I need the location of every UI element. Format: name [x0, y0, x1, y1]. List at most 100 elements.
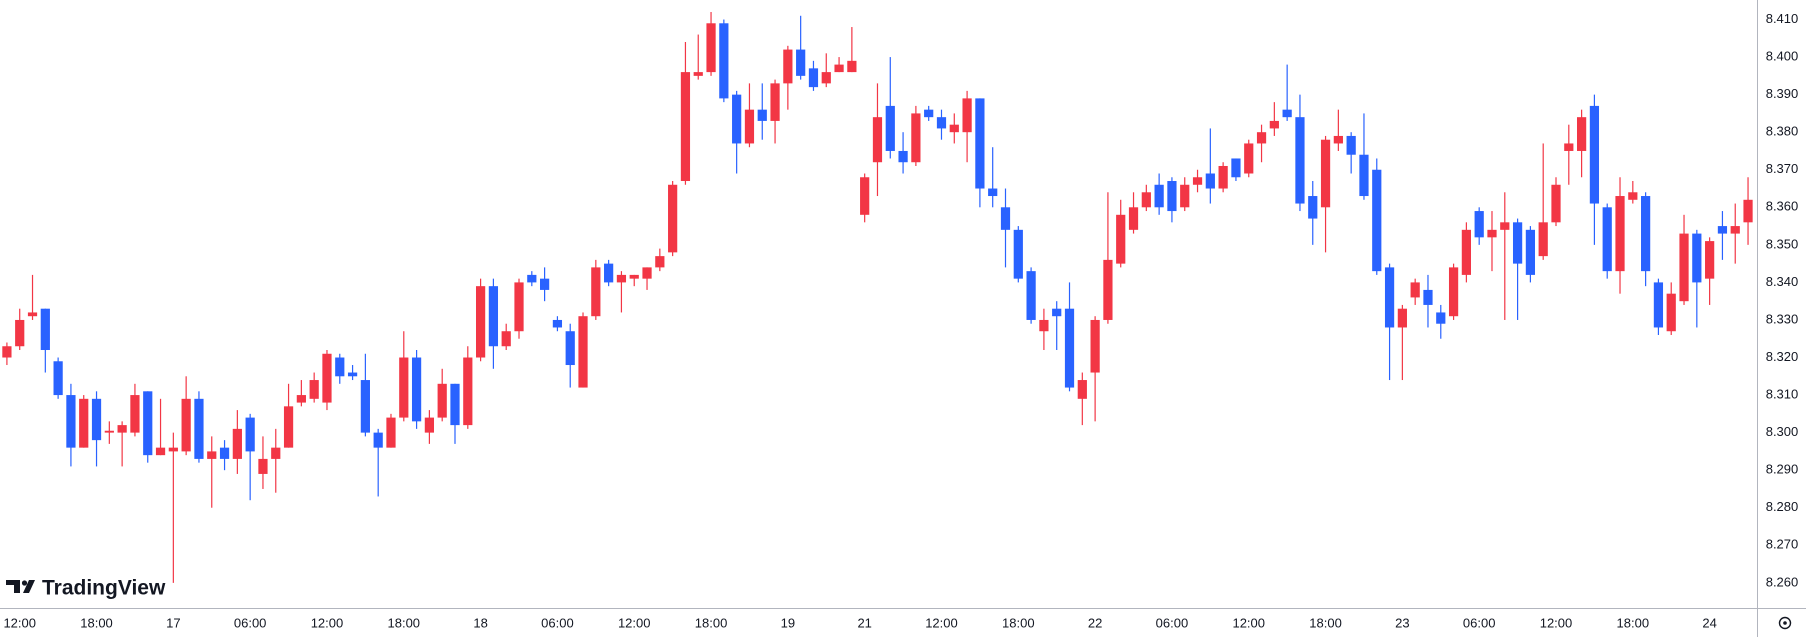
candle-body	[988, 188, 998, 197]
candle-body	[719, 23, 729, 99]
candle-body	[642, 267, 652, 279]
x-tick-label: 12:00	[1540, 615, 1573, 630]
candle-body	[1397, 308, 1407, 328]
candle-body	[27, 312, 38, 317]
y-tick-label: 8.340	[1766, 274, 1799, 289]
candle-body	[1103, 259, 1113, 320]
x-tick-label: 18:00	[388, 615, 421, 630]
candle-body	[271, 447, 281, 459]
settings-ring[interactable]	[1778, 616, 1792, 630]
candle-body	[1116, 214, 1126, 264]
candle-body	[693, 72, 703, 76]
candle-body	[668, 184, 678, 253]
candle-body	[1615, 196, 1625, 272]
candle-body	[79, 398, 89, 448]
candle-body	[936, 117, 947, 129]
y-tick-label: 8.400	[1766, 49, 1799, 64]
y-tick-label: 8.410	[1766, 11, 1799, 26]
candle-body	[924, 109, 934, 118]
candle-body	[283, 406, 294, 448]
candle-body	[872, 117, 883, 163]
candle-body	[488, 286, 499, 347]
candle-body	[757, 109, 767, 121]
candle-body	[898, 150, 908, 163]
candle-body	[1666, 293, 1676, 332]
candle-body	[15, 319, 25, 347]
candle-body	[411, 357, 422, 422]
candle-body	[1026, 271, 1036, 320]
x-tick-label: 12:00	[1232, 615, 1265, 630]
candle-body	[1641, 196, 1651, 272]
y-tick-label: 8.330	[1766, 311, 1799, 326]
x-tick-label: 06:00	[541, 615, 574, 630]
candle-body	[258, 458, 268, 474]
x-tick-label: 19	[781, 615, 795, 630]
candle-body	[962, 98, 972, 133]
candle-body	[1628, 192, 1638, 200]
x-tick-label: 06:00	[1156, 615, 1189, 630]
logo: TradingView	[6, 577, 166, 600]
candle-body	[1269, 120, 1279, 129]
watermark: TradingView	[42, 577, 166, 600]
candle-body	[1180, 184, 1190, 208]
x-tick-label: 12:00	[3, 615, 36, 630]
candle-body	[104, 430, 114, 433]
candle-body	[527, 274, 537, 283]
candle-body	[616, 274, 627, 283]
candle-body	[1410, 282, 1420, 298]
candle-body	[1589, 105, 1600, 204]
candle-body	[1192, 177, 1203, 185]
candle-body	[1064, 308, 1075, 388]
candle-body	[245, 417, 255, 452]
y-tick-label: 8.290	[1766, 462, 1799, 477]
logo-dot	[21, 580, 28, 586]
candle-body	[1743, 199, 1753, 223]
candle-body	[207, 451, 217, 459]
x-tick-label: 18	[473, 615, 487, 630]
candle-body	[834, 64, 844, 73]
candle-body	[1320, 139, 1331, 208]
candle-body	[1436, 312, 1446, 324]
candle-body	[463, 357, 473, 426]
candle-body	[450, 383, 460, 426]
candle-body	[821, 72, 831, 84]
x-tick-label: 12:00	[311, 615, 344, 630]
settings-icon[interactable]	[1778, 616, 1792, 630]
candle-body	[808, 68, 819, 88]
plot-area	[2, 12, 1753, 583]
candle-body	[475, 286, 486, 358]
settings-dot[interactable]	[1783, 621, 1787, 625]
candle-body	[514, 282, 524, 332]
candle-body	[591, 267, 601, 317]
candle-body	[322, 353, 332, 403]
candle-body	[783, 49, 793, 84]
candle-body	[219, 447, 230, 459]
candle-body	[66, 395, 76, 448]
candle-body	[360, 380, 370, 433]
candle-body	[309, 380, 319, 399]
candle-body	[1013, 229, 1023, 279]
candle-body	[1244, 143, 1254, 174]
candle-body	[1256, 132, 1267, 144]
candle-body	[335, 357, 345, 377]
candle-body	[1231, 158, 1241, 178]
candle-body	[155, 447, 166, 456]
candle-body	[347, 372, 358, 377]
candle-body	[680, 72, 691, 182]
candle-body	[744, 109, 755, 144]
candle-body	[1705, 241, 1715, 279]
candle-body	[437, 383, 447, 418]
candle-body	[53, 361, 63, 396]
candle-body	[1717, 226, 1728, 234]
candle-body	[1448, 267, 1459, 317]
candle-body	[1512, 222, 1523, 264]
candle-body	[1295, 117, 1305, 204]
candle-body	[1308, 196, 1318, 219]
x-tick-label: 18:00	[1617, 615, 1650, 630]
candle-body	[1500, 222, 1510, 230]
x-tick-label: 18:00	[695, 615, 728, 630]
candle-body	[1653, 282, 1664, 328]
y-tick-label: 8.360	[1766, 199, 1799, 214]
